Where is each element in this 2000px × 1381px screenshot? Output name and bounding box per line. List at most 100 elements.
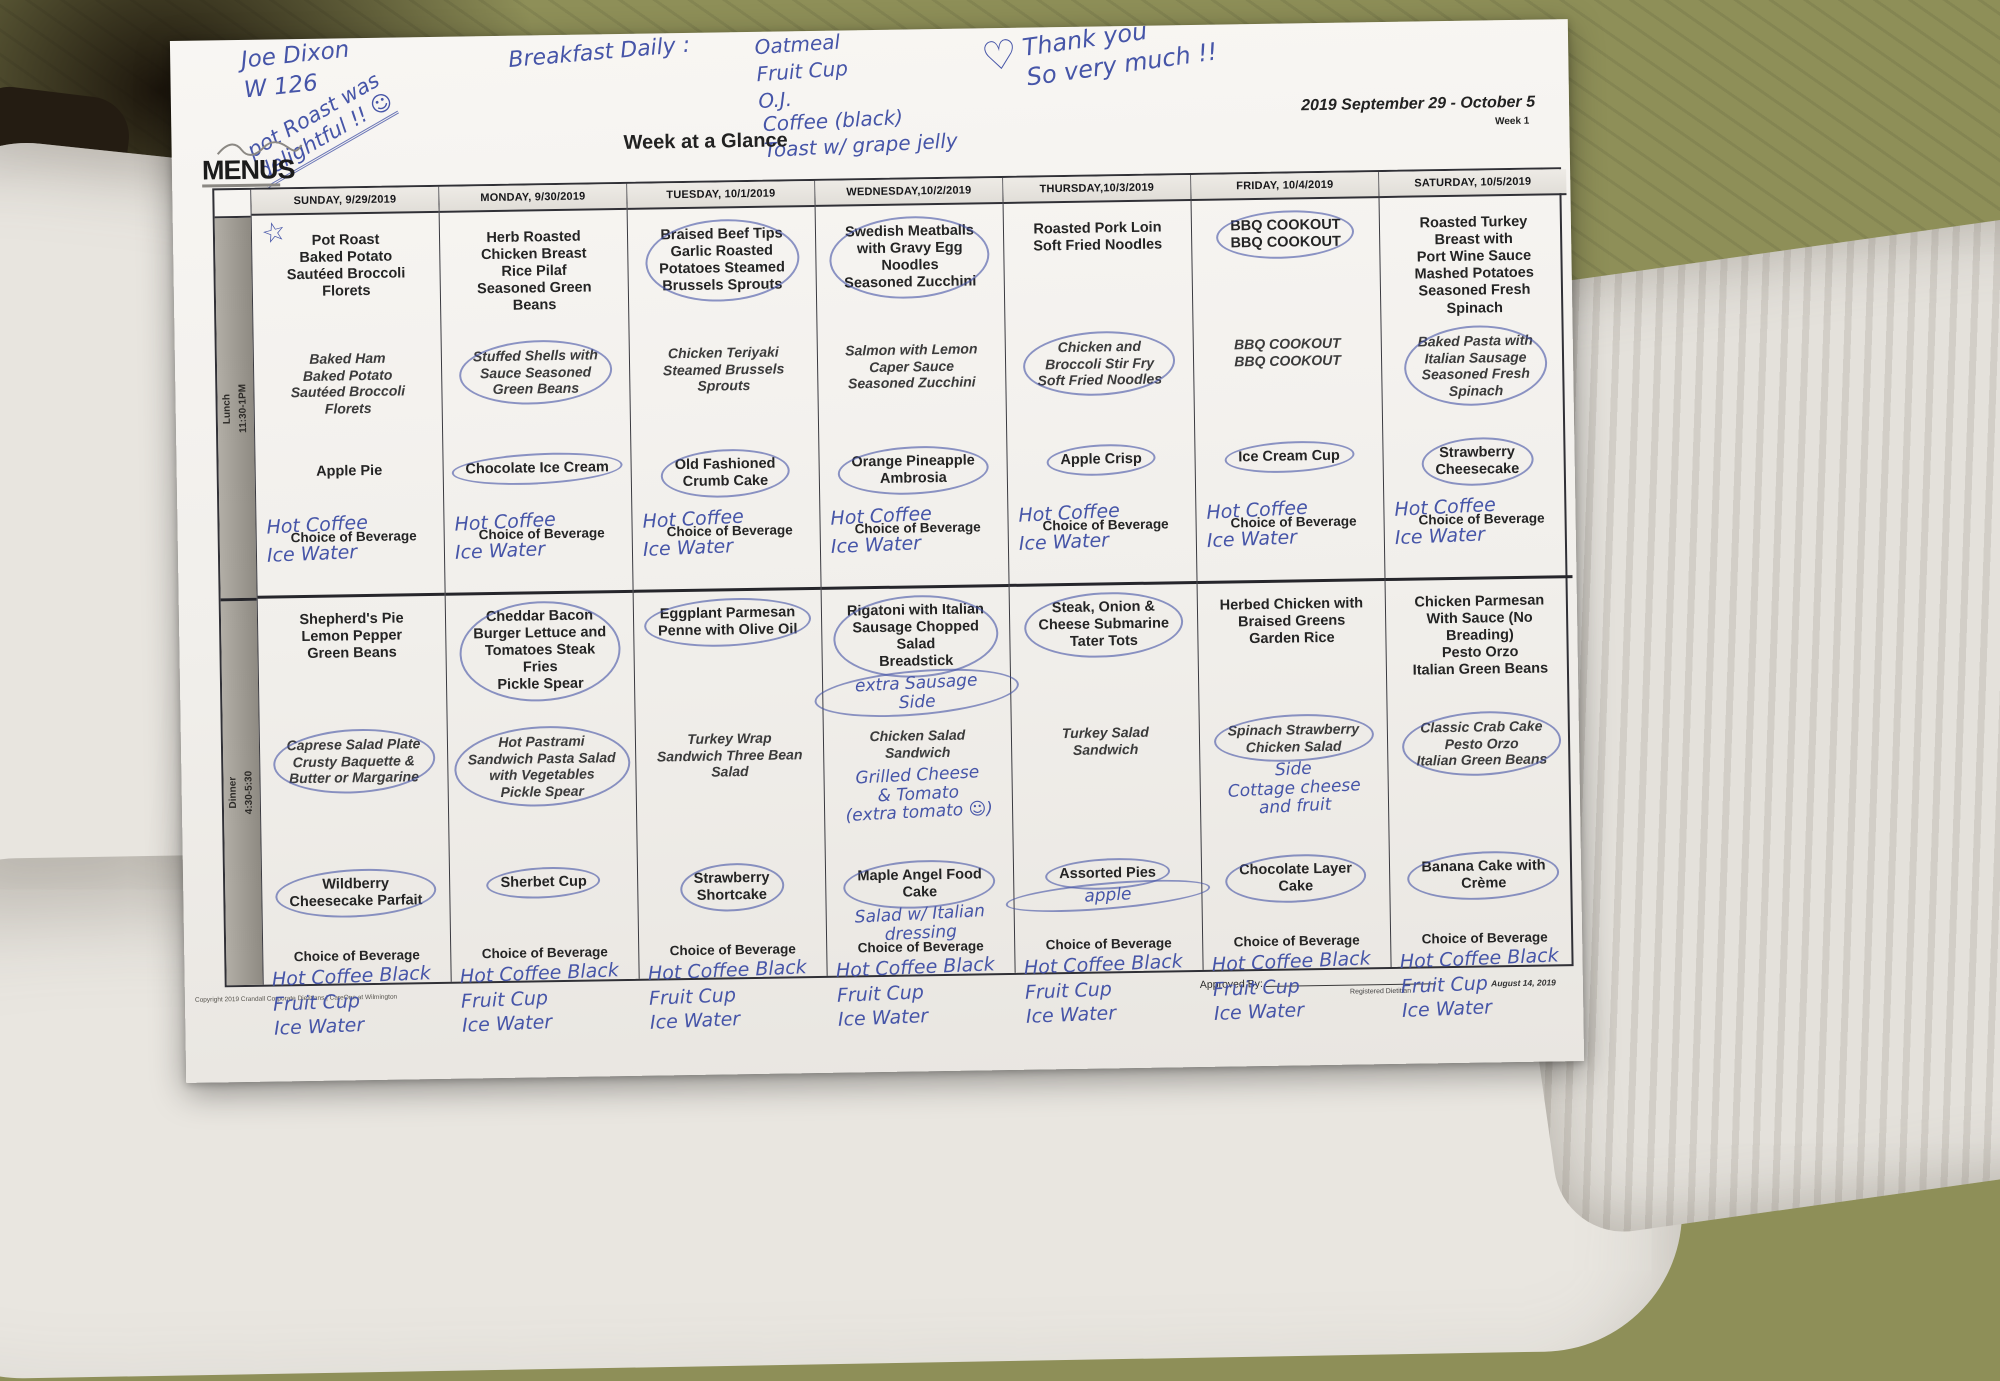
handwritten-breakfast-items: Oatmeal Fruit Cup O.J. [753,29,849,114]
dinner-entree-alt: Spinach Strawberry Chicken Salad [1227,720,1360,755]
day-column: SUNDAY, 9/29/2019 ☆ Pot Roast Baked Pota… [250,186,451,1040]
dinner-dessert: Assorted Pies [1059,864,1157,883]
lunch-dessert: Orange Pineapple Ambrosia [851,452,975,488]
lunch-dessert: Apple Pie [316,462,383,480]
dinner-dessert-cell: Banana Cake with Crème [1390,849,1578,928]
handwritten-ice-water: Ice Water [642,535,734,561]
day-header-cell: WEDNESDAY,10/2/2019 [815,177,1003,207]
day-header-label: SATURDAY, 10/5/2019 [1414,175,1532,190]
lunch-dessert-cell: Ice Cream Cup [1195,438,1383,497]
lunch-beverage-cell: Hot Coffee Choice of Beverage Ice Water [256,509,444,596]
day-header-cell: SATURDAY, 10/5/2019 [1379,169,1567,199]
handwritten-breakfast-items-2: Coffee (black) Toast w/ grape jelly [762,105,959,163]
dinner-beverage-cell: Choice of Beverage Hot Coffee Black Frui… [1203,928,1391,1025]
dinner-dessert: Maple Angel Food Cake [857,866,982,901]
lunch-entree-alt-cell: Salmon with Lemon Caper Sauce Seasoned Z… [818,330,1007,447]
dinner-beverage-cell: Choice of Beverage Hot Coffee Black Frui… [263,943,451,1040]
lunch-section-label: Lunch 11:30-1PM [214,217,257,599]
handwritten-alt-note [452,800,633,809]
dinner-entree-alt: Chicken Salad Sandwich [869,726,966,761]
dinner-dessert: Strawberry Shortcake [693,869,770,904]
lunch-dessert: Apple Crisp [1060,450,1142,469]
handwritten-dinner-beverages: Hot Coffee Black Fruit Cup Ice Water [647,956,808,1035]
handwritten-dessert-note: apple [1017,882,1199,910]
dinner-dessert-cell: Chocolate Layer Cake [1202,852,1390,931]
lunch-entree-primary: BBQ COOKOUT BBQ COOKOUT [1230,216,1341,252]
lunch-entree-primary: Roasted Pork Loin Soft Fried Noodles [1033,219,1163,255]
handwritten-breakfast-label: Breakfast Daily : [507,32,692,74]
dinner-entree-primary-cell: Eggplant Parmesan Penne with Olive Oil [633,586,823,724]
lunch-entree-primary-cell: Swedish Meatballs with Gravy Egg Noodles… [816,204,1005,333]
lunch-dessert: Strawberry Cheesecake [1435,443,1520,479]
lunch-entree-alt-cell: Chicken and Broccoli Stir Fry Soft Fried… [1006,327,1195,444]
dinner-entree-alt-cell: Classic Crab Cake Pesto Orzo Italian Gre… [1388,709,1577,852]
lunch-beverage-cell: Hot Coffee Choice of Beverage Ice Water [820,500,1008,587]
dinner-dessert-cell: Assorted Pies apple [1014,855,1202,934]
dinner-dessert: Banana Cake with Crème [1421,857,1546,892]
lunch-entree-alt-cell: Baked Pasta with Italian Sausage Seasone… [1381,321,1570,438]
lunch-entree-primary-cell: Braised Beef Tips Garlic Roasted Potatoe… [628,207,817,336]
dinner-beverage-cell: Choice of Beverage Hot Coffee Black Frui… [639,937,827,1034]
lunch-dessert-cell: Apple Crisp [1007,441,1195,500]
lunch-entree-alt: Baked Ham Baked Potato Sautéed Broccoli … [290,349,406,417]
lunch-entree-alt: Baked Pasta with Italian Sausage Seasone… [1417,331,1533,399]
handwritten-dinner-beverages: Hot Coffee Black Fruit Cup Ice Water [1399,944,1560,1023]
day-header-label: SUNDAY, 9/29/2019 [293,193,397,208]
dinner-beverage-cell: Choice of Beverage Hot Coffee Black Frui… [1391,925,1579,1023]
lunch-dessert: Ice Cream Cup [1238,447,1340,466]
lunch-entree-alt-cell: Baked Ham Baked Potato Sautéed Broccoli … [254,339,443,456]
dinner-dessert-cell: Sherbet Cup [450,864,638,943]
handwritten-dessert-note [1394,892,1575,901]
day-columns: SUNDAY, 9/29/2019 ☆ Pot Roast Baked Pota… [250,169,1579,1040]
dinner-dessert-cell: Maple Angel Food Cake Salad w/ Italian d… [826,858,1014,945]
dinner-entree-alt-cell: Hot Pastrami Sandwich Pasta Salad with V… [448,724,637,867]
lunch-entree-alt: Chicken and Broccoli Stir Fry Soft Fried… [1037,337,1163,389]
handwritten-ice-water: Ice Water [830,532,922,558]
handwritten-ice-water: Ice Water [1394,523,1486,550]
dinner-dessert-cell: Strawberry Shortcake [638,861,826,940]
dinner-entree-alt-cell: Turkey Wrap Sandwich Three Bean Salad [636,721,825,864]
dinner-beverage-cell: Choice of Beverage Hot Coffee Black Frui… [827,934,1015,1031]
dinner-entree-alt-cell: Chicken Salad Sandwich Grilled Cheese & … [824,718,1013,861]
dinner-dessert: Chocolate Layer Cake [1239,860,1353,895]
day-column: TUESDAY, 10/1/2019 Braised Beef Tips Gar… [626,180,827,1034]
dinner-dessert: Wildberry Cheesecake Parfait [289,875,423,911]
lunch-beverage-cell: Hot Coffee Choice of Beverage Ice Water [1196,494,1384,581]
handwritten-dessert-note [453,891,634,900]
lunch-dessert-cell: Old Fashioned Crumb Cake [631,447,819,506]
lunch-entree-alt: Chicken Teriyaki Steamed Brussels Sprout… [662,343,785,394]
dinner-entree-alt: Classic Crab Cake Pesto Orzo Italian Gre… [1416,717,1548,769]
handwritten-ice-water: Ice Water [454,538,546,564]
lunch-dessert-cell: Strawberry Cheesecake [1383,435,1571,494]
day-header-label: FRIDAY, 10/4/2019 [1236,178,1334,193]
lunch-entree-primary: Swedish Meatballs with Gravy Egg Noodles… [844,222,977,292]
dinner-entree-primary-cell: Steak, Onion & Cheese Submarine Tater To… [1009,580,1199,718]
handwritten-ice-water: Ice Water [1018,529,1110,555]
lunch-beverage-cell: Hot Coffee Choice of Beverage Ice Water [632,503,820,590]
week-number: Week 1 [1494,115,1530,128]
lunch-entree-primary-cell: Roasted Turkey Breast with Port Wine Sau… [1380,195,1569,324]
handwritten-entree-note: extra Sausage Side [825,670,1008,716]
lunch-entree-primary-cell: Roasted Pork Loin Soft Fried Noodles [1004,201,1193,330]
page-title: Week at a Glance [623,129,788,154]
lunch-entree-primary-cell: ☆ Pot Roast Baked Potato Sautéed Broccol… [252,213,441,342]
lunch-beverage-cell: Hot Coffee Choice of Beverage Ice Water [444,506,632,593]
dinner-section-label: Dinner 4:30-5:30 [220,597,263,986]
day-header-label: MONDAY, 9/30/2019 [480,190,586,205]
lunch-entree-alt-cell: Chicken Teriyaki Steamed Brussels Sprout… [630,333,819,450]
handwritten-dessert-note [1206,895,1387,904]
day-header-cell: SUNDAY, 9/29/2019 [251,186,439,216]
lunch-dessert: Chocolate Ice Cream [465,459,609,478]
handwritten-dinner-beverages: Hot Coffee Black Fruit Cup Ice Water [1023,950,1184,1029]
handwritten-alt-note: Side Cottage cheese and fruit [1227,758,1362,819]
handwritten-dinner-beverages: Hot Coffee Black Fruit Cup Ice Water [459,959,620,1038]
logo-script-flourish [216,141,303,156]
dinner-entree-alt: Hot Pastrami Sandwich Pasta Salad with V… [467,732,616,800]
dinner-entree-primary: Rigatoni with Italian Sausage Chopped Sa… [846,601,985,671]
day-column: MONDAY, 9/30/2019 Herb Roasted Chicken B… [438,183,639,1037]
dinner-entree-primary-cell: Chicken Parmesan With Sauce (No Breading… [1385,575,1575,712]
day-header-cell: THURSDAY,10/3/2019 [1003,175,1191,204]
week-date-range: 2019 September 29 - October 5 [1301,93,1536,115]
dinner-entree-primary: Steak, Onion & Cheese Submarine Tater To… [1038,598,1170,651]
lunch-entree-alt: Stuffed Shells with Sauce Seasoned Green… [472,346,598,398]
